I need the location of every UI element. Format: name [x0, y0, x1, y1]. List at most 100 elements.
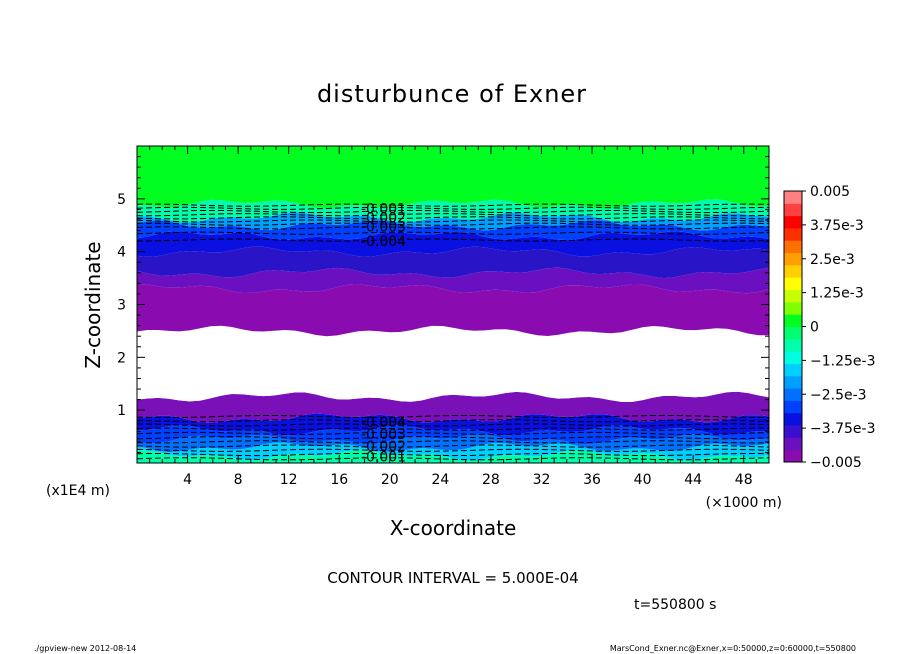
contour-label: -0.003 — [361, 427, 406, 443]
colorbar-label: −3.75e-3 — [810, 421, 875, 437]
y-axis-label: Z-coordinate — [81, 241, 105, 368]
y-tick-label: 2 — [117, 350, 126, 366]
colorbar-swatch — [784, 289, 802, 303]
colorbar-swatch — [784, 240, 802, 254]
colorbar-swatch — [784, 437, 802, 451]
x-axis-ticks: 4 8 12 16 20 24 28 32 36 40 44 48 — [149, 146, 757, 488]
x-tick-label: 20 — [381, 472, 399, 488]
contour-line — [137, 213, 769, 217]
colorbar-swatch — [784, 215, 802, 229]
contour-label: -0.001 — [361, 450, 406, 466]
contour-line — [137, 415, 769, 419]
contour-band — [137, 246, 769, 279]
x-tick-label: 40 — [634, 472, 652, 488]
colorbar-label: 0 — [810, 320, 819, 336]
colorbar-swatch — [784, 326, 802, 340]
contour-line — [137, 226, 769, 230]
colorbar-labels: 0.005 3.75e-3 2.5e-3 1.25e-3 0 −1.25e-3 −2.5e-… — [802, 184, 875, 471]
contour-band — [137, 231, 769, 257]
x-tick-label: 16 — [330, 472, 348, 488]
colorbar-swatch — [784, 425, 802, 438]
contour-band — [137, 220, 769, 241]
colorbar-label: 0.005 — [810, 184, 850, 200]
colorbar — [783, 190, 803, 463]
contour-labels: -0.001-0.002-0.003-0.004-0.004-0.003-0.0… — [361, 201, 406, 465]
x-tick-label: 4 — [183, 472, 192, 488]
contour-band — [137, 283, 769, 337]
plot-area — [137, 146, 769, 463]
colorbar-swatch — [784, 449, 802, 463]
colorbar-label: 3.75e-3 — [810, 218, 864, 234]
contour-line — [137, 203, 769, 207]
x-tick-label: 12 — [280, 472, 298, 488]
colorbar-label: −2.5e-3 — [810, 387, 867, 403]
colorbar-swatch — [784, 412, 802, 426]
contour-band — [137, 425, 769, 445]
colorbar-swatch — [784, 375, 802, 389]
contour-interval-text: CONTOUR INTERVAL = 5.000E-04 — [327, 569, 578, 587]
contour-line — [137, 219, 769, 223]
x-tick-label: 8 — [234, 472, 243, 488]
contour-line — [137, 448, 769, 452]
y-tick-label: 5 — [117, 192, 126, 208]
contour-line — [137, 238, 769, 242]
colorbar-label: 1.25e-3 — [810, 286, 864, 302]
colorbar-swatch — [784, 338, 802, 352]
x-axis-label: X-coordinate — [390, 516, 517, 540]
contour-label: -0.004 — [361, 234, 406, 250]
contour-label: -0.002 — [361, 210, 406, 226]
y-tick-label: 1 — [117, 403, 126, 419]
colorbar-swatch — [784, 388, 802, 401]
contour-label: -0.003 — [361, 219, 406, 235]
contour-line — [137, 419, 769, 423]
colorbar-swatch — [784, 400, 802, 414]
contour-line — [137, 436, 769, 440]
colorbar-swatch — [784, 227, 802, 241]
x-tick-label: 32 — [533, 472, 551, 488]
contour-line — [137, 206, 769, 210]
colorbar-swatch — [784, 301, 802, 315]
colorbar-swatch — [784, 252, 802, 266]
colorbar-label: −0.005 — [810, 455, 862, 471]
time-text: t=550800 s — [634, 597, 716, 613]
y-axis-unit: (x1E4 m) — [46, 483, 110, 499]
colorbar-label: 2.5e-3 — [810, 252, 855, 268]
contour-band — [137, 267, 769, 294]
contour-band — [137, 391, 769, 423]
x-axis-unit: (×1000 m) — [706, 495, 782, 511]
colorbar-swatch — [784, 351, 802, 364]
contour-line — [137, 427, 769, 431]
contour-band — [137, 434, 769, 453]
x-tick-label: 44 — [684, 472, 702, 488]
contour-label: -0.002 — [361, 439, 406, 455]
colorbar-swatch — [784, 314, 802, 327]
colorbar-swatch — [784, 363, 802, 377]
contour-band — [137, 325, 769, 402]
contour-line — [137, 440, 769, 444]
y-tick-label: 3 — [117, 298, 126, 314]
contour-line — [137, 453, 769, 457]
chart-title: disturbunce of Exner — [317, 80, 587, 108]
contour-line — [137, 210, 769, 214]
footer-left: ./gpview-new 2012-08-14 — [34, 644, 136, 653]
contour-lines — [137, 203, 769, 461]
colorbar-swatch — [784, 277, 802, 291]
x-tick-label: 36 — [583, 472, 601, 488]
contour-label: -0.001 — [361, 201, 406, 217]
y-axis-ticks: 1 2 3 4 5 — [117, 156, 769, 453]
colorbar-swatch — [784, 203, 802, 217]
colorbar-swatch — [784, 191, 802, 204]
contour-line — [137, 431, 769, 436]
contour-line — [137, 423, 769, 427]
contour-line — [137, 231, 769, 235]
contour-line — [137, 444, 769, 448]
contour-line — [137, 222, 769, 226]
x-tick-label: 24 — [431, 472, 449, 488]
footer-right: MarsCond_Exner.nc@Exner,x=0:50000,z=0:60… — [610, 644, 856, 653]
contour-label: -0.004 — [361, 415, 406, 431]
contour-line — [137, 216, 769, 220]
colorbar-label: −1.25e-3 — [810, 353, 875, 369]
x-tick-label: 28 — [482, 472, 500, 488]
colorbar-swatch — [784, 264, 802, 278]
